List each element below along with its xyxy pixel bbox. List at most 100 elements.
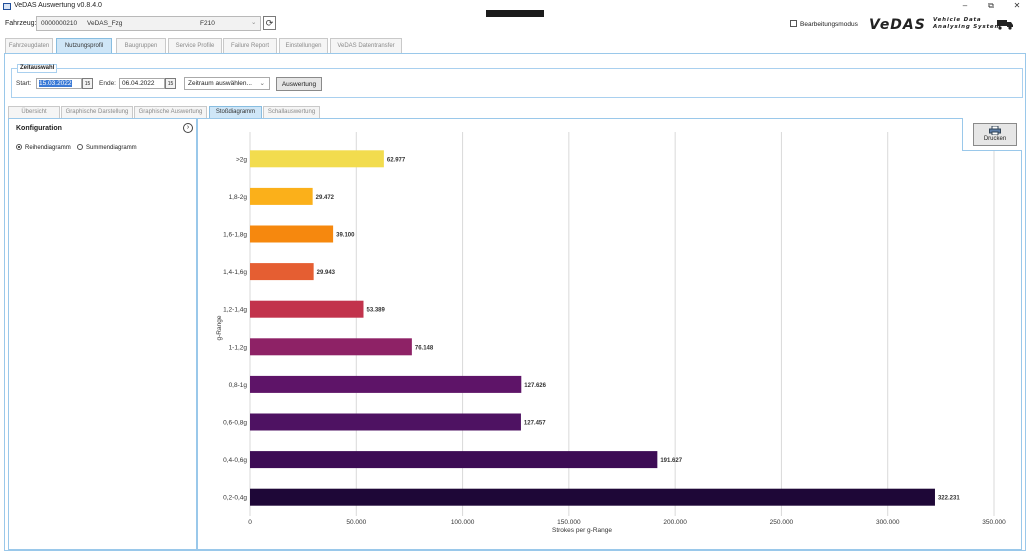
value-label: 53.389 [366, 308, 385, 314]
collapse-button[interactable]: › [183, 123, 193, 133]
print-button[interactable]: Drucken [973, 123, 1017, 146]
value-label: 127.626 [524, 383, 546, 389]
tab-graphische-darstellung[interactable]: Graphische Darstellung [61, 106, 133, 118]
vehicle-id: 0000000210 [41, 20, 78, 27]
bar [250, 451, 658, 469]
logo-line2: Analysing System [933, 24, 1001, 30]
config-title: Konfiguration [16, 125, 62, 132]
category-label: 1-1,2g [229, 344, 248, 351]
x-tick-label: 350.000 [982, 519, 1006, 526]
tab-schallauswertung[interactable]: Schallauswertung [263, 106, 320, 118]
radio-reihendiagramm[interactable]: Reihendiagramm [16, 144, 71, 151]
value-label: 62.977 [387, 157, 406, 163]
start-date-value: 15.03.2022 [39, 80, 72, 87]
category-label: 0,6-0,8g [223, 420, 247, 427]
bar [250, 263, 314, 281]
logo-line1: Vehicle Data [933, 17, 982, 23]
start-date-input[interactable]: 15.03.2022 [36, 78, 82, 89]
refresh-button[interactable]: ⟳ [263, 16, 276, 30]
tab-baugruppen[interactable]: Baugruppen [116, 38, 166, 53]
value-label: 191.627 [660, 458, 682, 464]
start-label: Start: [16, 80, 32, 87]
app-icon [3, 3, 11, 10]
vehicle-label: Fahrzeug: [5, 20, 37, 27]
refresh-icon: ⟳ [265, 18, 274, 28]
category-label: 1,8-2g [229, 194, 248, 201]
category-label: 1,4-1,6g [223, 269, 247, 276]
radio-label: Reihendiagramm [25, 145, 71, 151]
value-label: 76.148 [415, 345, 434, 351]
tab-einstellungen[interactable]: Einstellungen [279, 38, 328, 53]
vehicle-type: F210 [200, 20, 215, 27]
tab-nutzungsprofil[interactable]: Nutzungsprofil [56, 38, 112, 53]
tab-datentransfer[interactable]: VeDAS Datentransfer [330, 38, 402, 53]
vehicle-row: Fahrzeug: 0000000210 VeDAS_Fzg F210 ⌄ ⟳ … [0, 16, 1030, 36]
end-label: Ende: [99, 80, 116, 87]
calendar-icon: 15 [167, 81, 174, 87]
tab-uebersicht[interactable]: Übersicht [8, 106, 60, 118]
minimize-button[interactable]: – [962, 1, 968, 10]
bar [250, 488, 935, 506]
radio-summendiagramm[interactable]: Summendiagramm [77, 144, 137, 151]
x-tick-label: 150.000 [557, 519, 581, 526]
value-label: 29.472 [316, 195, 335, 201]
x-tick-label: 250.000 [770, 519, 794, 526]
tab-failure-report[interactable]: Failure Report [223, 38, 277, 53]
auswertung-button[interactable]: Auswertung [276, 77, 322, 91]
category-label: 1,2-1,4g [223, 307, 247, 314]
category-label: 1,6-1,8g [223, 232, 247, 239]
print-label: Drucken [983, 136, 1007, 142]
bar [250, 187, 313, 205]
category-label: >2g [236, 156, 247, 163]
restore-button[interactable]: ⧉ [988, 1, 994, 10]
tab-graphische-auswertung[interactable]: Graphische Auswertung [134, 106, 207, 118]
value-label: 322.231 [938, 496, 960, 502]
vedas-logo: VeDAS Vehicle Data Analysing System [869, 16, 1019, 36]
bar [250, 413, 521, 431]
close-button[interactable]: ✕ [1013, 1, 1021, 10]
stoss-chart: 0 50.000 100.000 150.000 200.000 250.000 300.0… [216, 132, 1006, 534]
start-calendar-button[interactable]: 15 [82, 78, 93, 89]
end-date-value: 06.04.2022 [122, 80, 155, 87]
config-panel: Konfiguration › Reihendiagramm Summendia… [8, 118, 197, 550]
end-date-input[interactable]: 06.04.2022 [119, 78, 165, 89]
category-label: 0,8-1g [229, 382, 248, 389]
calendar-icon: 15 [84, 81, 91, 87]
value-label: 39.100 [336, 233, 355, 239]
zeitraum-select[interactable]: Zeitraum auswählen... ⌄ [184, 77, 270, 90]
x-axis-title: Strokes per g-Range [552, 527, 612, 534]
tab-service-profile[interactable]: Service Profile [168, 38, 222, 53]
bar [250, 300, 364, 318]
bar [250, 375, 522, 393]
vehicle-select[interactable]: 0000000210 VeDAS_Fzg F210 ⌄ [36, 16, 261, 31]
category-label: 0,4-0,6g [223, 457, 247, 464]
zeitauswahl-group: Zeitauswahl Start: 15.03.2022 15 Ende: 0… [11, 64, 1023, 98]
end-calendar-button[interactable]: 15 [165, 78, 176, 89]
tab-fahrzeugdaten[interactable]: Fahrzeugdaten [5, 38, 53, 53]
x-tick-label: 300.000 [876, 519, 900, 526]
category-label: 0,2-0,4g [223, 495, 247, 502]
value-label: 127.457 [524, 421, 546, 427]
bar [250, 150, 384, 168]
x-tick-label: 0 [248, 519, 252, 526]
drag-handle[interactable] [486, 10, 544, 17]
zeitraum-placeholder: Zeitraum auswählen... [188, 80, 252, 87]
x-tick-label: 100.000 [451, 519, 475, 526]
chevron-down-icon: ⌄ [251, 19, 257, 26]
zeitauswahl-legend: Zeitauswahl [17, 64, 58, 73]
radio-label: Summendiagramm [86, 145, 137, 151]
truck-icon [997, 20, 1013, 30]
edit-mode-label: Bearbeitungsmodus [800, 21, 858, 28]
title-bar[interactable]: VeDAS Auswertung v0.8.4.0 – ⧉ ✕ [0, 0, 1030, 13]
window-title: VeDAS Auswertung v0.8.4.0 [14, 2, 102, 9]
chevron-down-icon: ⌄ [259, 80, 265, 87]
edit-mode-checkbox[interactable]: Bearbeitungsmodus [790, 20, 858, 28]
radio-selected-icon [16, 144, 22, 150]
tab-stossdiagramm[interactable]: Stoßdiagramm [209, 106, 262, 118]
value-label: 29.943 [317, 270, 336, 276]
print-area: Drucken [962, 118, 1022, 151]
chart-panel [197, 118, 1022, 550]
bar [250, 225, 334, 243]
logo-brand: VeDAS [869, 17, 926, 33]
